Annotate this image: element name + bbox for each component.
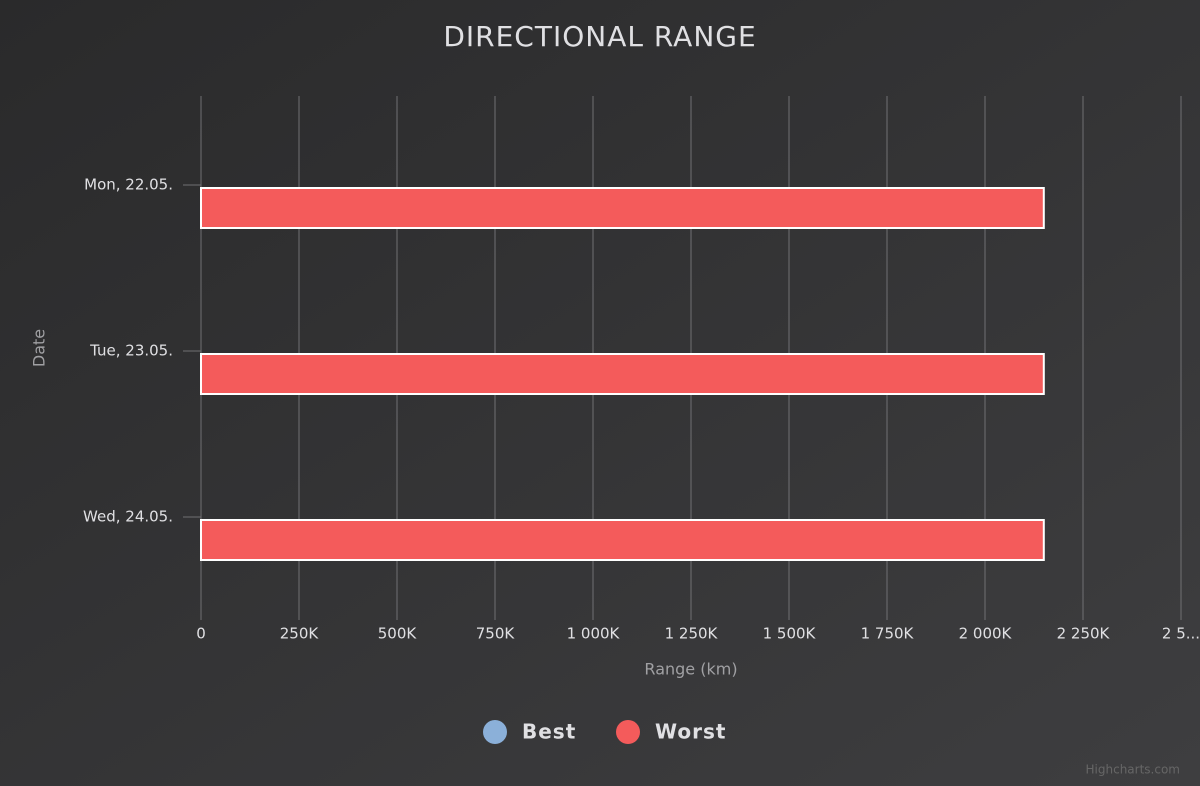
- bar: [200, 187, 1045, 229]
- legend-marker[interactable]: [483, 720, 507, 744]
- x-tick-label: 2 5...: [1162, 625, 1200, 643]
- x-tick-label: 500K: [378, 625, 418, 643]
- axis-title: Date: [30, 329, 49, 367]
- x-tick-label: 250K: [280, 625, 320, 643]
- legend-marker[interactable]: [616, 720, 640, 744]
- axis-title: Range (km): [644, 660, 737, 679]
- y-tick-label: Tue, 23.05.: [89, 342, 173, 360]
- x-tick-label: 1 000K: [567, 625, 621, 643]
- x-tick-label: 0: [196, 625, 206, 643]
- bar: [200, 353, 1045, 395]
- y-tick-label: Wed, 24.05.: [83, 508, 173, 526]
- legend-label[interactable]: Worst: [655, 720, 726, 744]
- bar: [200, 519, 1045, 561]
- legend-label[interactable]: Best: [522, 720, 576, 744]
- y-tick-label: Mon, 22.05.: [84, 176, 173, 194]
- x-tick-label: 1 500K: [763, 625, 817, 643]
- x-tick-label: 1 250K: [665, 625, 719, 643]
- credits: Highcharts.com: [1086, 763, 1180, 777]
- chart-title: DIRECTIONAL RANGE: [443, 20, 756, 53]
- x-tick-label: 2 250K: [1057, 625, 1111, 643]
- x-tick-label: 1 750K: [861, 625, 915, 643]
- x-tick-label: 2 000K: [959, 625, 1013, 643]
- x-tick-label: 750K: [476, 625, 516, 643]
